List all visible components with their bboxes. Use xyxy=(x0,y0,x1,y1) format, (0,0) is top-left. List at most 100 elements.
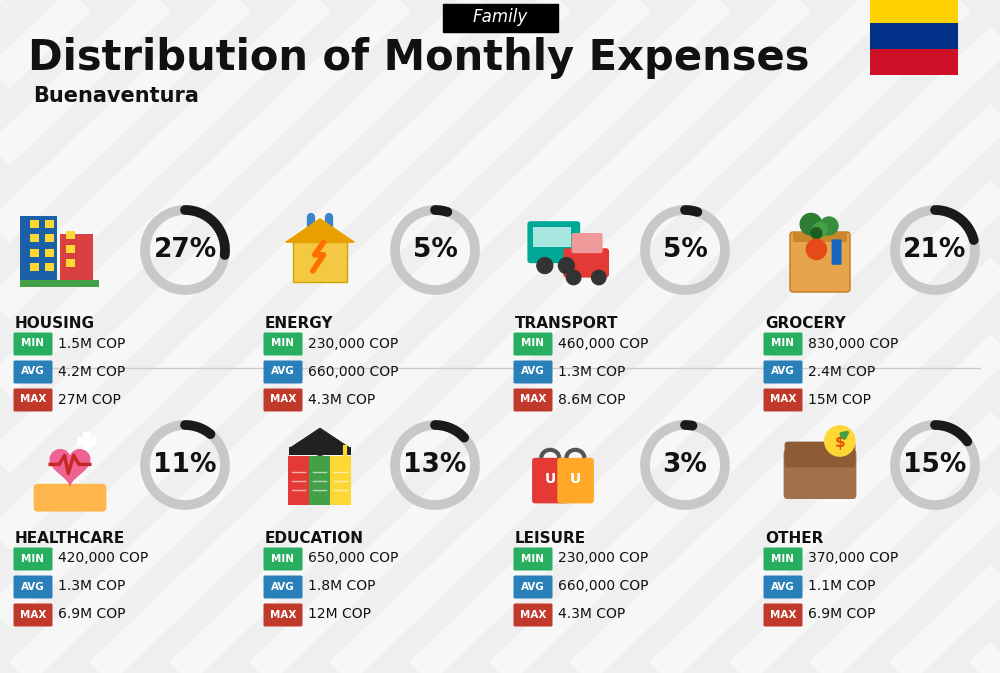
Circle shape xyxy=(800,213,822,235)
FancyBboxPatch shape xyxy=(870,49,958,75)
Text: MAX: MAX xyxy=(270,610,296,620)
Polygon shape xyxy=(291,429,349,456)
Text: 15M COP: 15M COP xyxy=(808,392,871,406)
Text: MAX: MAX xyxy=(20,394,46,404)
Text: 460,000 COP: 460,000 COP xyxy=(558,336,648,351)
Circle shape xyxy=(820,217,838,235)
Text: 11%: 11% xyxy=(153,452,217,478)
FancyBboxPatch shape xyxy=(832,240,842,264)
Text: MIN: MIN xyxy=(522,339,544,349)
Text: 27%: 27% xyxy=(153,237,217,263)
Text: 5%: 5% xyxy=(413,237,457,263)
Text: LEISURE: LEISURE xyxy=(515,531,586,546)
FancyBboxPatch shape xyxy=(34,484,106,511)
Text: 230,000 COP: 230,000 COP xyxy=(558,551,648,565)
Circle shape xyxy=(537,258,553,273)
Text: GROCERY: GROCERY xyxy=(765,316,846,331)
Text: MIN: MIN xyxy=(522,553,544,563)
FancyBboxPatch shape xyxy=(45,263,54,271)
FancyBboxPatch shape xyxy=(83,432,91,450)
Text: 1.5M COP: 1.5M COP xyxy=(58,336,125,351)
Circle shape xyxy=(558,258,574,273)
FancyBboxPatch shape xyxy=(288,456,309,505)
FancyBboxPatch shape xyxy=(870,0,958,23)
Text: 650,000 COP: 650,000 COP xyxy=(308,551,398,565)
Text: 1.8M COP: 1.8M COP xyxy=(308,579,376,594)
FancyBboxPatch shape xyxy=(264,332,302,355)
FancyBboxPatch shape xyxy=(532,458,569,503)
Text: AVG: AVG xyxy=(21,367,45,376)
Text: 830,000 COP: 830,000 COP xyxy=(808,336,898,351)
Text: TRANSPORT: TRANSPORT xyxy=(515,316,618,331)
FancyBboxPatch shape xyxy=(764,361,802,384)
Text: 1.3M COP: 1.3M COP xyxy=(558,365,625,378)
FancyBboxPatch shape xyxy=(264,604,302,627)
Text: 4.3M COP: 4.3M COP xyxy=(308,392,375,406)
Text: 13%: 13% xyxy=(403,452,467,478)
Text: AVG: AVG xyxy=(521,367,545,376)
FancyBboxPatch shape xyxy=(442,4,558,32)
FancyBboxPatch shape xyxy=(514,604,552,627)
FancyBboxPatch shape xyxy=(264,548,302,571)
Circle shape xyxy=(813,222,827,237)
Polygon shape xyxy=(286,219,354,242)
FancyBboxPatch shape xyxy=(14,388,52,411)
FancyBboxPatch shape xyxy=(66,231,75,239)
Text: Distribution of Monthly Expenses: Distribution of Monthly Expenses xyxy=(28,37,810,79)
Text: AVG: AVG xyxy=(271,367,295,376)
Text: MAX: MAX xyxy=(770,394,796,404)
Text: 1.1M COP: 1.1M COP xyxy=(808,579,876,594)
Circle shape xyxy=(566,271,581,285)
Text: 4.2M COP: 4.2M COP xyxy=(58,365,125,378)
FancyBboxPatch shape xyxy=(14,332,52,355)
FancyBboxPatch shape xyxy=(784,450,856,499)
FancyBboxPatch shape xyxy=(514,548,552,571)
FancyBboxPatch shape xyxy=(289,448,351,456)
Text: AVG: AVG xyxy=(21,581,45,592)
FancyBboxPatch shape xyxy=(785,441,855,468)
FancyBboxPatch shape xyxy=(30,234,39,242)
FancyBboxPatch shape xyxy=(14,575,52,598)
FancyBboxPatch shape xyxy=(45,234,54,242)
Text: Family: Family xyxy=(472,8,528,26)
FancyBboxPatch shape xyxy=(533,227,571,247)
Text: HEALTHCARE: HEALTHCARE xyxy=(15,531,125,546)
Text: 370,000 COP: 370,000 COP xyxy=(808,551,898,565)
FancyBboxPatch shape xyxy=(514,575,552,598)
FancyBboxPatch shape xyxy=(764,575,802,598)
Text: 3%: 3% xyxy=(663,452,707,478)
Text: MIN: MIN xyxy=(772,339,794,349)
FancyBboxPatch shape xyxy=(563,248,609,277)
FancyBboxPatch shape xyxy=(527,221,580,263)
FancyBboxPatch shape xyxy=(557,458,594,503)
FancyBboxPatch shape xyxy=(514,332,552,355)
FancyBboxPatch shape xyxy=(264,388,302,411)
Text: MAX: MAX xyxy=(520,394,546,404)
FancyBboxPatch shape xyxy=(60,234,93,287)
FancyBboxPatch shape xyxy=(20,280,99,287)
Text: U: U xyxy=(570,472,581,486)
FancyBboxPatch shape xyxy=(30,220,39,227)
Text: MIN: MIN xyxy=(22,553,44,563)
FancyBboxPatch shape xyxy=(66,260,75,267)
FancyBboxPatch shape xyxy=(764,388,802,411)
FancyBboxPatch shape xyxy=(14,548,52,571)
Text: AVG: AVG xyxy=(271,581,295,592)
FancyBboxPatch shape xyxy=(514,388,552,411)
FancyBboxPatch shape xyxy=(790,232,850,292)
Text: 5%: 5% xyxy=(663,237,707,263)
FancyBboxPatch shape xyxy=(14,604,52,627)
Text: MAX: MAX xyxy=(770,610,796,620)
Circle shape xyxy=(806,240,826,260)
Text: 15%: 15% xyxy=(903,452,967,478)
Text: OTHER: OTHER xyxy=(765,531,823,546)
Text: $: $ xyxy=(834,435,845,450)
Text: 6.9M COP: 6.9M COP xyxy=(808,608,876,621)
Text: 12M COP: 12M COP xyxy=(308,608,371,621)
FancyBboxPatch shape xyxy=(45,220,54,227)
FancyBboxPatch shape xyxy=(30,249,39,256)
Text: 6.9M COP: 6.9M COP xyxy=(58,608,126,621)
Text: MIN: MIN xyxy=(272,553,294,563)
Circle shape xyxy=(811,227,822,239)
FancyBboxPatch shape xyxy=(264,575,302,598)
